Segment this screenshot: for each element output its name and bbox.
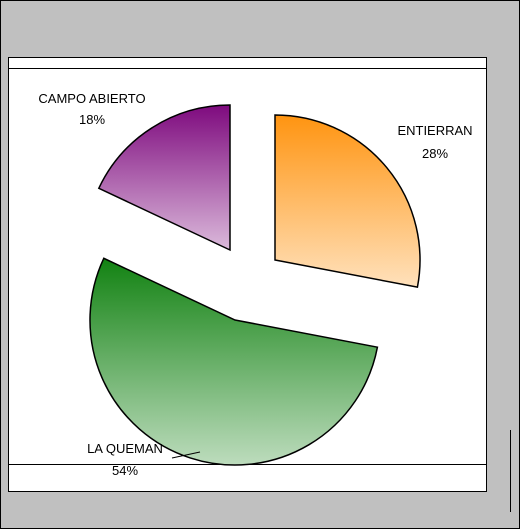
pie-slice xyxy=(97,104,231,252)
slice-label: ENTIERRAN xyxy=(397,123,472,138)
slice-value-label: 18% xyxy=(79,112,105,127)
pie-slice xyxy=(89,257,379,466)
slice-label: CAMPO ABIERTO xyxy=(38,91,145,106)
pie-slice xyxy=(274,114,421,289)
slice-value-label: 28% xyxy=(422,146,448,161)
leader-line xyxy=(171,451,201,459)
slice-value-label: 54% xyxy=(112,463,138,478)
slice-label: LA QUEMAN xyxy=(87,441,163,456)
